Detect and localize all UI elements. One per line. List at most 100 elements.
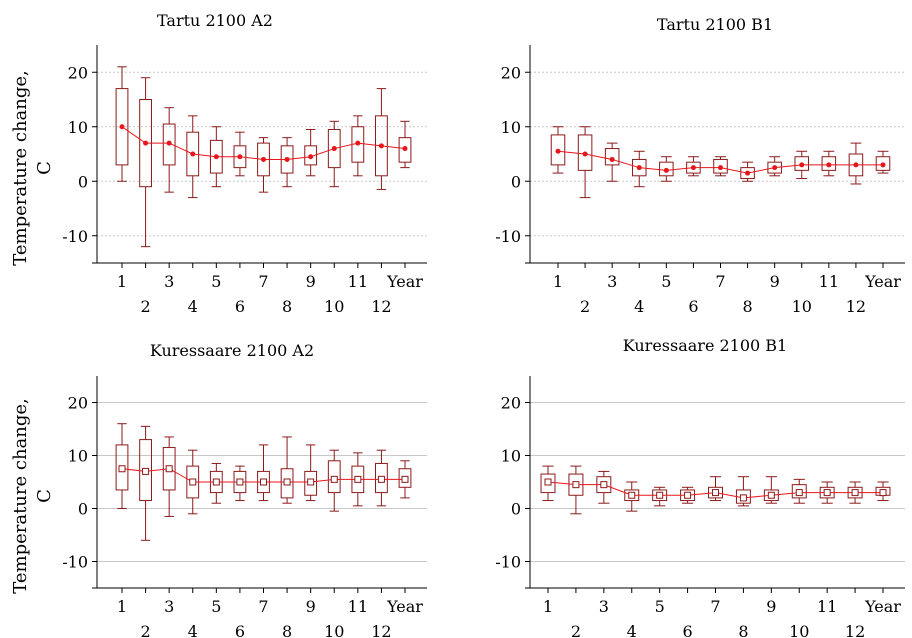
median-marker <box>636 165 642 171</box>
box <box>821 156 837 171</box>
y-tick-label: -10 <box>495 227 521 246</box>
x-tick-label: 3 <box>164 272 174 291</box>
median-marker <box>212 478 220 486</box>
y-tick-label: 0 <box>511 172 521 191</box>
median-marker <box>236 478 244 486</box>
median-marker <box>826 162 832 168</box>
y-tick-label: 10 <box>501 447 521 466</box>
median-marker <box>166 140 172 146</box>
median-marker <box>213 154 219 160</box>
box <box>280 468 294 499</box>
x-tick-label: 6 <box>688 297 698 316</box>
box <box>327 460 341 494</box>
box <box>659 161 674 177</box>
x-tick-label: 9 <box>306 597 316 616</box>
x-tick-label: 11 <box>348 597 368 616</box>
x-tick-label: 7 <box>258 597 268 616</box>
box <box>631 158 647 177</box>
median-marker <box>378 143 384 149</box>
y-axis-label: Temperature change, C <box>10 70 55 266</box>
x-tick-label: Year <box>864 597 901 616</box>
box <box>708 486 723 499</box>
median-marker <box>284 156 290 162</box>
box <box>115 444 129 491</box>
y-tick-label: 0 <box>78 500 88 519</box>
median-marker <box>142 467 150 475</box>
median-marker <box>355 140 361 146</box>
median-marker <box>283 478 291 486</box>
x-tick-label: 6 <box>235 297 245 316</box>
x-tick-label: 2 <box>140 622 150 638</box>
median-marker <box>690 165 696 171</box>
x-tick-label: 8 <box>282 297 292 316</box>
median-marker <box>401 475 409 483</box>
median-marker <box>544 478 552 486</box>
y-tick-label: 20 <box>68 394 88 413</box>
median-marker <box>377 475 385 483</box>
box <box>550 134 566 166</box>
median-marker <box>143 140 149 146</box>
x-tick-label: 7 <box>715 272 725 291</box>
y-tick-label: 0 <box>511 500 521 519</box>
x-tick-label: 5 <box>211 272 221 291</box>
y-tick-label: -10 <box>62 227 88 246</box>
x-tick-label: 1 <box>553 272 563 291</box>
x-tick-label: 2 <box>140 297 150 316</box>
box <box>767 161 782 174</box>
median-marker <box>795 489 803 497</box>
x-tick-label: 3 <box>607 272 617 291</box>
x-tick-label: 7 <box>710 597 720 616</box>
median-marker <box>712 489 719 497</box>
x-tick-label: 8 <box>738 622 748 638</box>
median-marker <box>823 489 831 497</box>
median-marker <box>853 162 859 168</box>
box <box>162 123 176 166</box>
chart-title: Tartu 2100 A2 <box>157 11 273 30</box>
box <box>740 167 755 180</box>
x-tick-label: 8 <box>282 622 292 638</box>
y-axis-label: Temperature change, C <box>10 398 55 594</box>
y-tick-label: 20 <box>501 394 521 413</box>
median-marker <box>330 475 338 483</box>
box <box>398 468 412 488</box>
box <box>577 134 593 171</box>
median-marker <box>555 148 561 154</box>
median-marker <box>354 475 362 483</box>
x-tick-label: 11 <box>819 272 839 291</box>
x-tick-label: 2 <box>580 297 590 316</box>
x-tick-label: 3 <box>164 597 174 616</box>
x-tick-label: 10 <box>789 622 809 638</box>
x-tick-label: 8 <box>742 297 752 316</box>
median-marker <box>190 151 196 157</box>
box <box>540 473 556 494</box>
x-tick-label: 5 <box>661 272 671 291</box>
x-tick-label: 4 <box>188 297 198 316</box>
x-tick-label: Year <box>864 272 901 291</box>
x-tick-label: 4 <box>634 297 644 316</box>
box <box>875 156 891 171</box>
chart-title: Kuressaare 2100 A2 <box>150 341 314 360</box>
median-marker <box>582 151 588 157</box>
median-marker <box>165 465 173 473</box>
box <box>115 88 129 166</box>
x-tick-label: 11 <box>817 597 837 616</box>
median-marker <box>308 154 314 160</box>
median-marker <box>767 491 775 499</box>
chart-title: Tartu 2100 B1 <box>657 15 773 34</box>
box <box>375 462 388 494</box>
x-tick-label: 5 <box>655 597 665 616</box>
x-tick-label: 6 <box>682 622 692 638</box>
x-tick-label: 6 <box>235 622 245 638</box>
x-tick-label: 1 <box>117 597 127 616</box>
x-tick-label: 4 <box>627 622 637 638</box>
box <box>794 156 810 171</box>
x-tick-label: Year <box>386 597 423 616</box>
box <box>162 447 176 491</box>
x-tick-label: 1 <box>543 597 553 616</box>
y-tick-label: 20 <box>501 63 521 82</box>
median-marker <box>331 146 337 152</box>
x-tick-label: 12 <box>845 622 865 638</box>
